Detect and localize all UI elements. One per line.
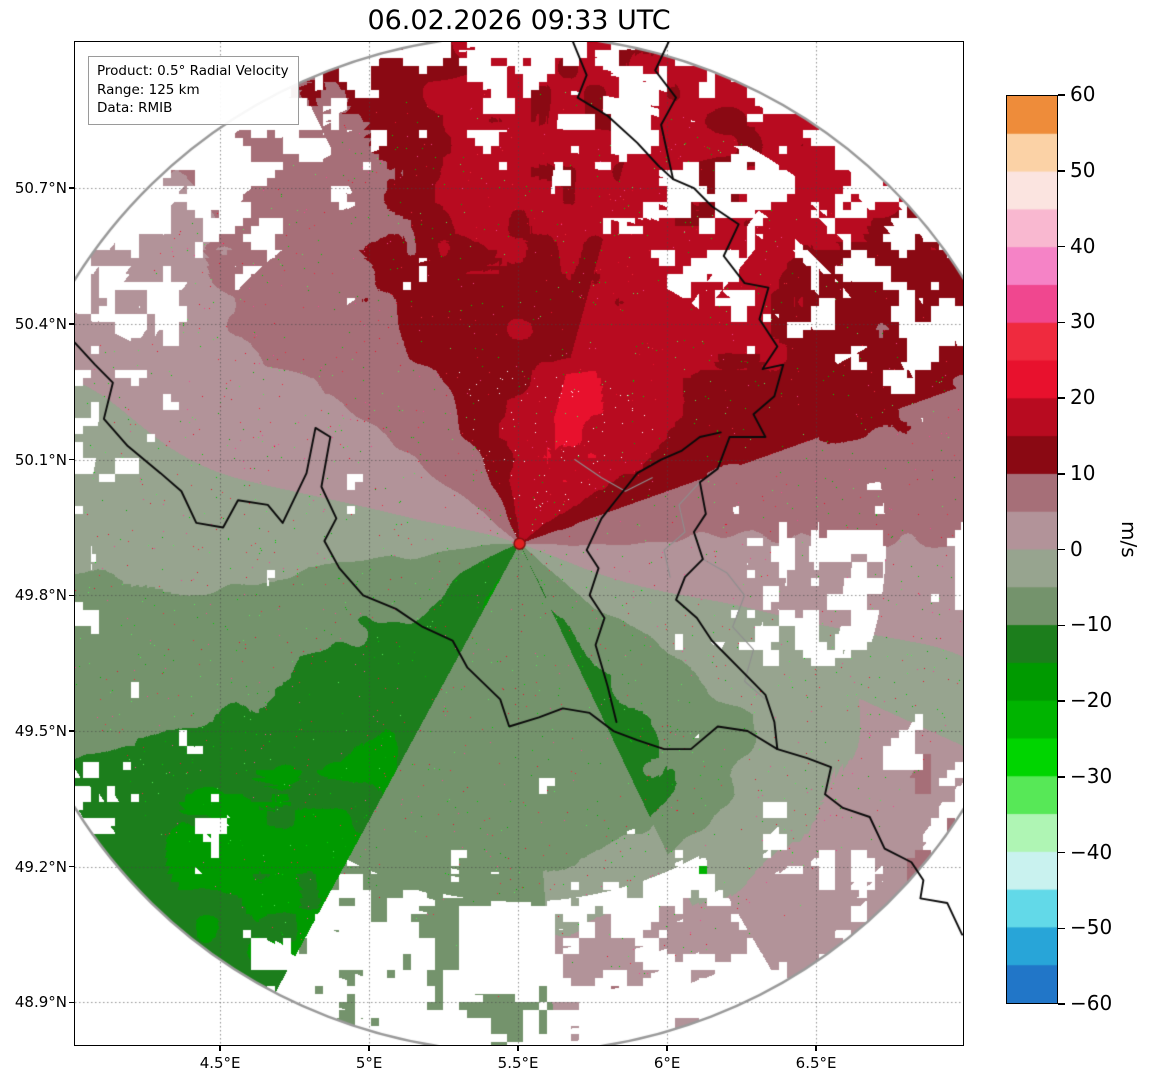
y-tick-mark xyxy=(69,323,74,325)
x-tick-label: 5°E xyxy=(355,1054,383,1072)
colorbar-gradient-canvas xyxy=(1007,96,1057,1003)
colorbar-tick-label: −20 xyxy=(1070,688,1113,712)
colorbar-tick-label: 40 xyxy=(1070,233,1096,258)
chart-title: 06.02.2026 09:33 UTC xyxy=(367,5,671,36)
colorbar-tick-label: 50 xyxy=(1070,157,1096,182)
colorbar-tick-mark xyxy=(1058,548,1065,551)
y-tick-label: 50.7°N xyxy=(14,179,67,198)
x-tick-mark xyxy=(368,1046,370,1051)
colorbar-tick-mark xyxy=(1058,321,1065,323)
y-tick-mark xyxy=(69,187,74,189)
x-tick-mark xyxy=(517,1046,519,1051)
colorbar-tick-label: −60 xyxy=(1070,991,1113,1015)
x-tick-label: 6°E xyxy=(653,1054,681,1072)
x-tick-label: 6.5°E xyxy=(795,1054,837,1072)
info-line-range: Range: 125 km xyxy=(97,81,200,98)
y-tick-label: 49.2°N xyxy=(14,857,67,876)
y-tick-mark xyxy=(69,594,74,597)
y-tick-label: 50.1°N xyxy=(14,450,67,469)
y-tick-mark xyxy=(69,730,74,732)
colorbar-tick-mark xyxy=(1058,245,1065,248)
colorbar-tick-label: −10 xyxy=(1070,612,1113,637)
y-tick-mark xyxy=(69,1001,74,1004)
colorbar-tick-mark xyxy=(1058,700,1065,702)
radar-ppi-canvas xyxy=(75,42,963,1045)
colorbar xyxy=(1006,95,1058,1004)
y-tick-label: 49.8°N xyxy=(14,586,67,605)
colorbar-tick-mark xyxy=(1058,1003,1065,1005)
colorbar-tick-mark xyxy=(1058,397,1065,399)
x-tick-mark xyxy=(666,1046,668,1051)
x-tick-label: 5.5°E xyxy=(497,1054,539,1072)
info-line-source: Data: RMIB xyxy=(97,100,173,117)
x-tick-label: 4.5°E xyxy=(199,1054,241,1072)
colorbar-tick-mark xyxy=(1058,473,1065,475)
colorbar-tick-mark xyxy=(1058,170,1065,172)
colorbar-tick-mark xyxy=(1058,927,1065,929)
colorbar-tick-label: 0 xyxy=(1070,536,1083,561)
x-tick-mark xyxy=(815,1046,817,1051)
y-tick-label: 50.4°N xyxy=(14,314,67,333)
colorbar-tick-label: −50 xyxy=(1070,915,1113,940)
y-tick-label: 48.9°N xyxy=(14,993,67,1012)
x-tick-mark xyxy=(219,1046,221,1051)
y-tick-mark xyxy=(69,865,74,868)
colorbar-tick-mark xyxy=(1058,776,1065,778)
y-tick-label: 49.5°N xyxy=(14,722,67,741)
colorbar-tick-label: 10 xyxy=(1070,460,1096,485)
info-box: Product: 0.5° Radial Velocity Range: 125… xyxy=(88,56,299,125)
colorbar-tick-mark xyxy=(1058,94,1065,96)
colorbar-tick-label: −40 xyxy=(1070,839,1113,864)
colorbar-tick-mark xyxy=(1058,851,1065,854)
y-tick-mark xyxy=(69,458,74,461)
colorbar-tick-label: −30 xyxy=(1070,763,1113,788)
colorbar-tick-label: 60 xyxy=(1070,82,1096,106)
colorbar-tick-label: 30 xyxy=(1070,309,1096,334)
colorbar-tick-label: 20 xyxy=(1070,385,1096,409)
info-line-product: Product: 0.5° Radial Velocity xyxy=(97,63,289,79)
colorbar-tick-mark xyxy=(1058,624,1065,626)
